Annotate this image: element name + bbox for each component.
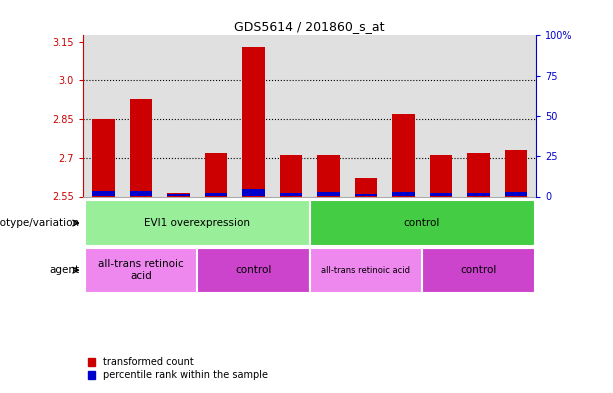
Text: all-trans retinoic acid: all-trans retinoic acid [321,266,410,275]
Bar [467,152,490,196]
Text: control: control [460,265,497,275]
Bar [430,193,452,196]
Bar [92,191,115,196]
Text: agent: agent [50,265,80,275]
Bar [85,200,310,246]
Legend: transformed count, percentile rank within the sample: transformed count, percentile rank withi… [88,357,268,380]
Bar [280,155,302,196]
Bar [92,119,115,196]
Bar [205,152,227,196]
Bar [392,192,414,196]
Bar [310,200,535,246]
Bar [280,193,302,196]
Bar [392,114,414,196]
Title: GDS5614 / 201860_s_at: GDS5614 / 201860_s_at [234,20,385,33]
Bar [205,193,227,196]
Bar [197,248,310,293]
Bar [85,248,197,293]
Text: control: control [404,218,440,228]
Text: control: control [235,265,272,275]
Bar [422,248,535,293]
Bar [354,193,377,196]
Bar [167,193,189,196]
Bar [242,47,265,196]
Text: all-trans retinoic
acid: all-trans retinoic acid [98,259,184,281]
Text: EVI1 overexpression: EVI1 overexpression [144,218,250,228]
Bar [354,178,377,196]
Bar [310,248,422,293]
Bar [317,155,340,196]
Bar [167,194,189,196]
Bar [129,99,152,196]
Bar [317,192,340,196]
Bar [504,150,527,196]
Bar [467,193,490,196]
Bar [242,189,265,196]
Bar [504,192,527,196]
Text: genotype/variation: genotype/variation [0,218,80,228]
Bar [129,191,152,196]
Bar [430,155,452,196]
